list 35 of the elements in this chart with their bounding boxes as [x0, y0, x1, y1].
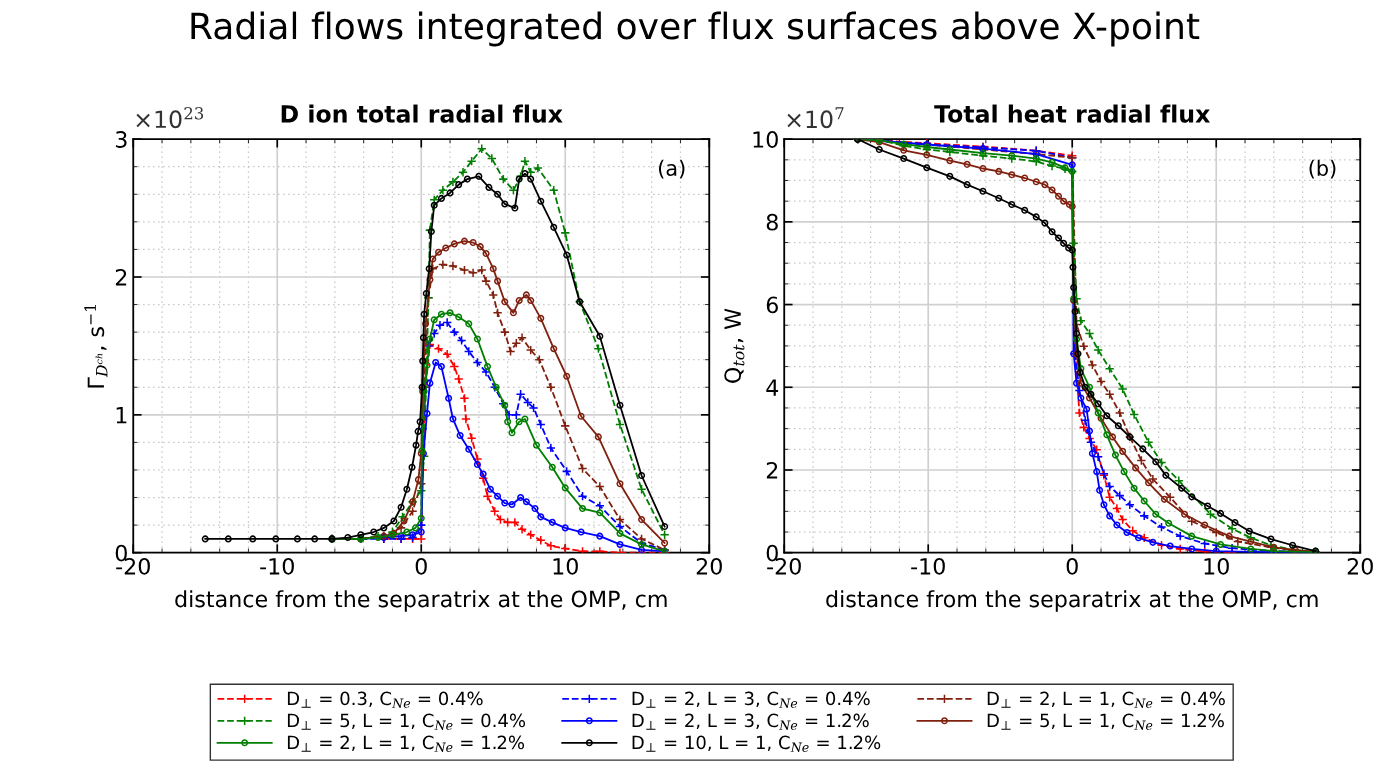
x-tick-label: -10 — [911, 557, 945, 575]
legend-label: D$_{⊥}$ = 2, L = 3, C$_{Ne}$ = 0.4% — [632, 691, 870, 708]
x-tick-label: 10 — [553, 557, 578, 575]
legend-label: D$_{⊥}$ = 2, L = 1, C$_{Ne}$ = 0.4% — [987, 691, 1225, 708]
x-tick-label: 0 — [415, 557, 427, 575]
text: ×10$^{7}$ — [787, 107, 844, 129]
legend-label: D$_{⊥}$ = 5, L = 1, C$_{Ne}$ = 1.2% — [987, 713, 1224, 730]
y-axis-title: Γ$_{Dᶜʰ}$, s$^{−1}$ — [84, 305, 108, 388]
x-tick-label: 10 — [1204, 557, 1229, 575]
y-tick-label: 8 — [766, 213, 778, 231]
legend-label: D$_{⊥}$ = 5, L = 1, C$_{Ne}$ = 0.4% — [287, 713, 526, 730]
y-tick-label: 2 — [115, 268, 127, 286]
y-axis-title: Q$_{tot}$, W — [724, 308, 745, 383]
annotation: (b) — [1309, 159, 1336, 179]
x-tick-label: 20 — [696, 557, 722, 575]
x-axis-title: distance from the separatrix at the OMP, cm — [175, 590, 667, 612]
chart-title: Total heat radial flux — [934, 104, 1210, 123]
x-tick-label: 20 — [1347, 557, 1373, 575]
legend-label: D$_{⊥}$ = 2, L = 1, C$_{Ne}$ = 1.2% — [287, 735, 525, 752]
y-tick-label: 4 — [766, 379, 779, 396]
y-tick-label: 10 — [753, 131, 778, 148]
text: Radial flows integrated over flux surfaces above X-point — [191, 11, 1200, 47]
x-tick-label: -10 — [260, 557, 294, 575]
y-tick-label: 6 — [766, 296, 778, 314]
y-tick-label: 3 — [115, 131, 127, 148]
x-tick-label: 0 — [1066, 557, 1078, 575]
y-tick-label: 2 — [766, 461, 778, 479]
legend-label: D$_{⊥}$ = 2, L = 3, C$_{Ne}$ = 1.2% — [632, 713, 869, 730]
legend-label: D$_{⊥}$ = 0.3, C$_{Ne}$ = 0.4% — [287, 691, 483, 708]
text: ×10$^{23}$ — [136, 107, 204, 129]
x-axis-title: distance from the separatrix at the OMP, cm — [826, 590, 1318, 612]
legend-label: D$_{⊥}$ = 10, L = 1, C$_{Ne}$ = 1.2% — [632, 735, 881, 752]
y-tick-label: 1 — [116, 407, 127, 424]
annotation: (a) — [658, 159, 685, 179]
chart-title: D ion total radial flux — [281, 104, 563, 123]
